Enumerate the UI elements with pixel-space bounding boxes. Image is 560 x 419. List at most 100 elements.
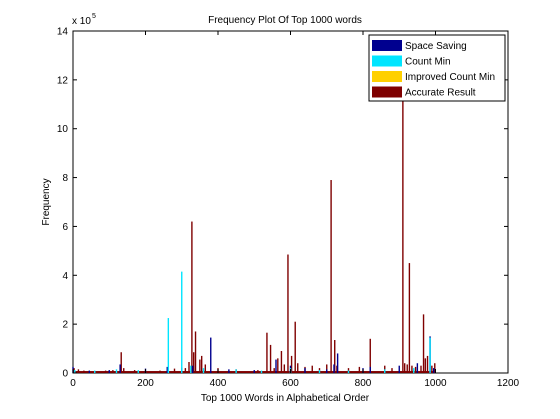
bar-accurate-result <box>77 369 80 373</box>
bar-accurate-result <box>431 365 433 373</box>
bar-accurate-result <box>273 368 275 373</box>
bar-accurate-result <box>123 368 125 373</box>
bar-accurate-result <box>422 314 425 373</box>
legend-label: Accurate Result <box>405 88 476 99</box>
bar-accurate-result <box>326 364 328 373</box>
bar-accurate-result <box>199 359 201 373</box>
bar-count-min <box>318 370 321 373</box>
y-tick-label: 10 <box>57 124 69 135</box>
bar-accurate-result <box>280 351 283 373</box>
bar-accurate-result <box>420 365 422 373</box>
bars-layer <box>72 98 436 373</box>
y-tick-label: 6 <box>62 222 68 233</box>
bar-space-saving <box>119 364 121 373</box>
bar-space-saving <box>398 365 400 373</box>
bar-accurate-result <box>173 368 176 373</box>
bar-space-saving <box>326 369 328 373</box>
legend-label: Improved Count Min <box>405 72 495 83</box>
bar-accurate-result <box>188 362 190 373</box>
y-tick-label: 14 <box>57 27 69 38</box>
y-tick-label: 12 <box>57 75 69 86</box>
bar-space-saving <box>88 370 91 373</box>
x-tick-label: 600 <box>282 378 299 389</box>
bar-accurate-result <box>391 368 393 373</box>
bar-count-min <box>260 370 263 373</box>
bar-accurate-result <box>269 344 272 373</box>
legend-label: Count Min <box>405 57 451 68</box>
bar-accurate-result <box>133 370 136 373</box>
x-tick-label: 200 <box>137 378 154 389</box>
x-tick-label: 1200 <box>497 378 520 389</box>
bar-accurate-result <box>424 358 427 373</box>
bar-space-saving <box>108 370 110 373</box>
bar-count-min <box>167 318 170 373</box>
bar-accurate-result <box>120 352 122 373</box>
bar-count-min <box>347 370 350 373</box>
bar-accurate-result <box>369 338 371 373</box>
bar-count-min <box>413 368 415 373</box>
bar-accurate-result <box>426 355 429 373</box>
bar-accurate-result <box>334 340 336 373</box>
legend-swatch <box>372 55 402 67</box>
y-tick-label: 2 <box>62 320 68 331</box>
bar-accurate-result <box>200 355 203 373</box>
bar-space-saving <box>336 353 339 373</box>
bar-space-saving <box>275 359 277 373</box>
bar-count-min <box>74 370 76 373</box>
y-multiplier-base: x 10 <box>72 16 91 27</box>
x-tick-label: 0 <box>70 378 76 389</box>
bar-accurate-result <box>257 370 259 373</box>
bar-count-min <box>115 369 118 373</box>
bar-accurate-result <box>194 331 197 373</box>
bar-accurate-result <box>159 370 161 373</box>
legend-swatch <box>372 71 402 82</box>
bar-count-min <box>94 370 96 373</box>
bar-space-saving <box>253 370 255 373</box>
legend-swatch <box>372 40 402 51</box>
bar-accurate-result <box>294 321 296 373</box>
bar-accurate-result <box>402 98 404 373</box>
bar-space-saving <box>210 337 212 373</box>
chart-title: Frequency Plot Of Top 1000 words <box>208 15 362 26</box>
bar-count-min <box>235 369 237 373</box>
legend-swatch <box>372 86 402 98</box>
bar-space-saving <box>333 364 335 373</box>
bar-accurate-result <box>403 363 406 373</box>
bar-accurate-result <box>184 368 187 373</box>
bar-count-min <box>190 365 192 373</box>
bar-accurate-result <box>104 370 107 373</box>
bar-count-min <box>137 370 139 373</box>
y-multiplier-exponent: 5 <box>92 13 96 20</box>
ticks-layer: 0 200 400 600 800 1000 1200 0 2 4 6 8 10 12 14 <box>57 27 520 390</box>
bar-space-saving <box>369 366 371 373</box>
x-tick-label: 1000 <box>424 378 447 389</box>
bar-accurate-result <box>406 364 408 373</box>
bar-accurate-result <box>204 364 207 373</box>
bar-count-min <box>181 271 183 373</box>
x-tick-label: 800 <box>355 378 372 389</box>
y-tick-label: 8 <box>62 173 68 184</box>
bar-accurate-result <box>277 358 279 373</box>
bar-accurate-result <box>297 363 299 373</box>
y-axis-title: Frequency <box>41 178 52 225</box>
bar-accurate-result <box>266 332 268 373</box>
bar-space-saving <box>228 369 230 373</box>
bar-accurate-result <box>384 365 386 373</box>
bar-accurate-result <box>73 368 75 373</box>
bar-accurate-result <box>414 366 417 373</box>
bar-accurate-result <box>283 364 286 373</box>
x-tick-label: 400 <box>210 378 227 389</box>
bar-accurate-result <box>191 221 193 373</box>
bar-accurate-result <box>112 370 114 373</box>
bar-accurate-result <box>290 355 293 373</box>
y-tick-label: 0 <box>62 369 68 380</box>
bar-space-saving <box>191 365 194 373</box>
bar-space-saving <box>432 368 435 373</box>
bar-accurate-result <box>411 365 413 373</box>
x-axis-title: Top 1000 Words in Alphabetical Order <box>201 393 370 404</box>
bar-count-min <box>384 369 386 373</box>
bar-accurate-result <box>408 263 411 373</box>
legend: Space Saving Count Min Improved Count Min A… <box>368 34 506 102</box>
bar-count-min <box>202 368 205 373</box>
